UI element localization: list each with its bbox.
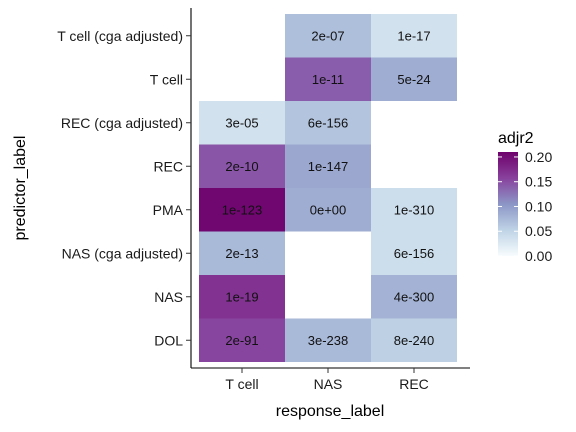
legend: adjr2 0.00 0.05 0.10 0.15 0.20 bbox=[498, 130, 552, 264]
y-tick-label-nas-cga-adjusted: NAS (cga adjusted) bbox=[62, 245, 183, 261]
cell-value-label-rec-t-cell: 2e-10 bbox=[225, 159, 258, 174]
cell-value-label-rec-nas: 1e-147 bbox=[308, 159, 348, 174]
cell-value-label-dol-t-cell: 2e-91 bbox=[225, 333, 258, 348]
cell-value-label-t-cell-nas: 1e-11 bbox=[312, 72, 344, 87]
y-tick-label-rec: REC bbox=[153, 158, 183, 174]
heatmap-cell-dol-t-cell bbox=[199, 318, 285, 362]
y-tick-label-pma: PMA bbox=[153, 202, 184, 218]
cell-value-label-pma-rec: 1e-310 bbox=[394, 202, 434, 217]
heatmap-cell-t-cell-nas bbox=[285, 57, 371, 101]
cell-value-label-nas-t-cell: 1e-19 bbox=[225, 289, 258, 304]
heatmap-cell-rec-cga-adjusted-nas bbox=[285, 101, 371, 145]
cell-value-label-nas-cga-adjusted-rec: 6e-156 bbox=[394, 246, 434, 261]
y-tick-label-rec-cga-adjusted: REC (cga adjusted) bbox=[61, 115, 183, 131]
y-axis-ticks: T cell (cga adjusted) T cell REC (cga adju… bbox=[57, 28, 191, 348]
legend-title: adjr2 bbox=[498, 130, 534, 147]
legend-colorbar bbox=[498, 152, 518, 256]
legend-tick-label: 0.10 bbox=[525, 198, 552, 214]
legend-tick-label: 0.20 bbox=[525, 149, 552, 165]
y-tick-label-t-cell-cga-adjusted: T cell (cga adjusted) bbox=[57, 28, 183, 44]
heatmap-cell-t-cell-cga-adjusted-rec bbox=[371, 14, 457, 58]
heatmap-cell-pma-rec bbox=[371, 188, 457, 232]
cell-value-label-t-cell-cga-adjusted-nas: 2e-07 bbox=[311, 28, 344, 43]
y-tick-label-dol: DOL bbox=[154, 332, 183, 348]
heatmap-cell-nas-cga-adjusted-t-cell bbox=[199, 231, 285, 275]
heatmap-cell-nas-t-cell bbox=[199, 275, 285, 319]
heatmap-cell-labels: 2e-07 1e-17 1e-11 5e-24 3e-05 6e-156 2e-10 1e-1… bbox=[222, 28, 434, 348]
cell-value-label-dol-rec: 8e-240 bbox=[394, 333, 434, 348]
heatmap-cell-t-cell-cga-adjusted-nas bbox=[285, 14, 371, 58]
x-axis-title: response_label bbox=[276, 403, 385, 420]
y-axis-title: predictor_label bbox=[12, 136, 29, 241]
heatmap-cells bbox=[199, 14, 457, 362]
heatmap-cell-dol-nas bbox=[285, 318, 371, 362]
cell-value-label-t-cell-cga-adjusted-rec: 1e-17 bbox=[397, 28, 430, 43]
y-tick-label-nas: NAS bbox=[154, 289, 183, 305]
cell-value-label-pma-nas: 0e+00 bbox=[310, 202, 347, 217]
heatmap-cell-rec-cga-adjusted-t-cell bbox=[199, 101, 285, 145]
cell-value-label-rec-cga-adjusted-nas: 6e-156 bbox=[308, 115, 348, 130]
heatmap-cell-nas-cga-adjusted-rec bbox=[371, 231, 457, 275]
x-tick-label-t-cell: T cell bbox=[225, 376, 258, 392]
legend-ticks: 0.00 0.05 0.10 0.15 0.20 bbox=[498, 149, 552, 264]
heatmap-cell-rec-nas bbox=[285, 144, 371, 188]
legend-tick-label: 0.15 bbox=[525, 174, 552, 190]
x-tick-label-rec: REC bbox=[399, 376, 429, 392]
heatmap-cell-rec-t-cell bbox=[199, 144, 285, 188]
heatmap-cell-pma-t-cell bbox=[199, 188, 285, 232]
cell-value-label-nas-rec: 4e-300 bbox=[394, 289, 434, 304]
y-tick-label-t-cell: T cell bbox=[150, 71, 183, 87]
legend-tick-label: 0.05 bbox=[525, 223, 552, 239]
cell-value-label-rec-cga-adjusted-t-cell: 3e-05 bbox=[225, 115, 258, 130]
legend-tick-label: 0.00 bbox=[525, 248, 552, 264]
x-axis-ticks: T cell NAS REC bbox=[225, 368, 429, 392]
x-tick-label-nas: NAS bbox=[314, 376, 343, 392]
heatmap-cell-t-cell-rec bbox=[371, 57, 457, 101]
heatmap-cell-dol-rec bbox=[371, 318, 457, 362]
cell-value-label-nas-cga-adjusted-t-cell: 2e-13 bbox=[225, 246, 258, 261]
heatmap-cell-pma-nas bbox=[285, 188, 371, 232]
cell-value-label-dol-nas: 3e-238 bbox=[308, 333, 348, 348]
cell-value-label-pma-t-cell: 1e-123 bbox=[222, 202, 262, 217]
cell-value-label-t-cell-rec: 5e-24 bbox=[397, 72, 430, 87]
heatmap-cell-nas-rec bbox=[371, 275, 457, 319]
